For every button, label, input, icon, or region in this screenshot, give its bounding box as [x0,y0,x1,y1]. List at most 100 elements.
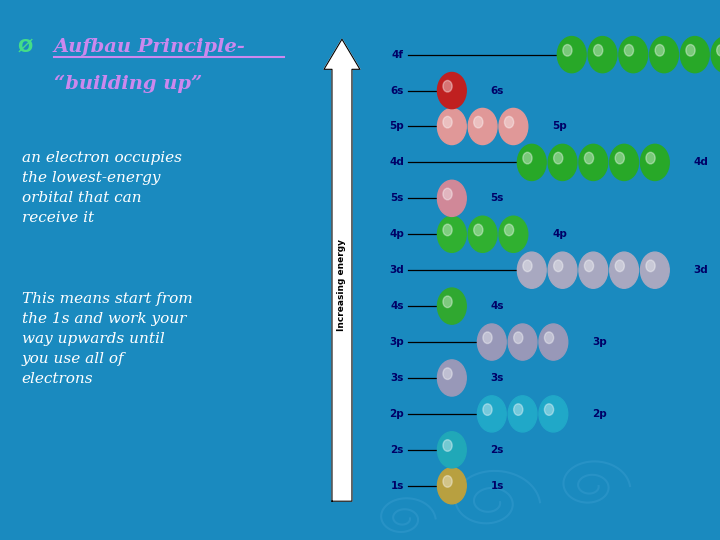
Text: 4p: 4p [389,230,404,239]
Circle shape [468,216,497,252]
Circle shape [438,468,467,504]
Circle shape [641,252,669,288]
Circle shape [499,216,528,252]
Circle shape [508,396,537,432]
Circle shape [483,332,492,343]
Circle shape [523,152,532,164]
Text: Ø: Ø [18,38,40,56]
Circle shape [443,117,452,128]
Circle shape [716,44,720,56]
Circle shape [649,37,678,73]
Circle shape [585,260,593,272]
Circle shape [474,117,483,128]
Text: 3p: 3p [389,337,404,347]
Circle shape [523,260,532,272]
Circle shape [443,224,452,236]
Text: 4d: 4d [389,157,404,167]
Circle shape [443,188,452,200]
Circle shape [593,44,603,56]
Text: 3d: 3d [693,265,708,275]
Circle shape [548,252,577,288]
Text: 4f: 4f [392,50,404,59]
Text: 3s: 3s [490,373,504,383]
Circle shape [443,80,452,92]
Text: 6s: 6s [490,85,504,96]
Circle shape [711,37,720,73]
Circle shape [443,476,452,487]
Circle shape [686,44,695,56]
Circle shape [610,252,639,288]
Text: an electron occupies
the lowest-energy
orbital that can
receive it: an electron occupies the lowest-energy o… [22,151,181,225]
Text: 1s: 1s [490,481,504,491]
Circle shape [588,37,617,73]
Text: 2p: 2p [389,409,404,419]
Circle shape [499,109,528,145]
Circle shape [438,288,467,324]
Circle shape [544,404,554,415]
Circle shape [513,404,523,415]
Circle shape [585,152,593,164]
Circle shape [505,224,513,236]
Text: 3s: 3s [390,373,404,383]
Text: 5s: 5s [490,193,504,204]
Circle shape [508,324,537,360]
Circle shape [438,72,467,109]
Text: 4s: 4s [490,301,504,311]
Text: 2s: 2s [390,445,404,455]
Circle shape [477,324,506,360]
Text: Aufbau Principle-: Aufbau Principle- [54,38,246,56]
Text: 4s: 4s [390,301,404,311]
Circle shape [438,360,467,396]
Circle shape [557,37,586,73]
Circle shape [544,332,554,343]
Text: 3p: 3p [592,337,607,347]
Circle shape [646,260,655,272]
Circle shape [443,440,452,451]
Circle shape [615,260,624,272]
Circle shape [539,324,568,360]
Circle shape [477,396,506,432]
Circle shape [483,404,492,415]
Circle shape [513,332,523,343]
Circle shape [468,109,497,145]
Circle shape [579,144,608,180]
Circle shape [619,37,648,73]
Text: Increasing energy: Increasing energy [338,239,346,331]
Circle shape [505,117,513,128]
Circle shape [554,260,563,272]
Circle shape [443,368,452,380]
Text: “building up”: “building up” [54,75,202,93]
Text: 6s: 6s [390,85,404,96]
Circle shape [438,432,467,468]
Circle shape [443,296,452,308]
Text: 5p: 5p [389,122,404,131]
Circle shape [474,224,483,236]
Text: 5s: 5s [390,193,404,204]
Text: 4p: 4p [552,230,567,239]
Circle shape [624,44,634,56]
Text: 5p: 5p [552,122,567,131]
Text: 2p: 2p [592,409,607,419]
Circle shape [438,109,467,145]
Circle shape [548,144,577,180]
Circle shape [438,180,467,217]
Polygon shape [324,39,360,501]
Text: This means start from
the 1s and work your
way upwards until
you use all of
elec: This means start from the 1s and work yo… [22,292,192,386]
Text: 2s: 2s [490,445,504,455]
Circle shape [680,37,709,73]
Text: 1s: 1s [390,481,404,491]
Text: 4d: 4d [693,157,708,167]
Circle shape [518,144,546,180]
Text: 3d: 3d [389,265,404,275]
Circle shape [610,144,639,180]
Circle shape [438,216,467,252]
Circle shape [646,152,655,164]
Circle shape [615,152,624,164]
Circle shape [563,44,572,56]
Circle shape [579,252,608,288]
Circle shape [518,252,546,288]
Circle shape [539,396,568,432]
Circle shape [655,44,665,56]
Circle shape [554,152,563,164]
Circle shape [641,144,669,180]
